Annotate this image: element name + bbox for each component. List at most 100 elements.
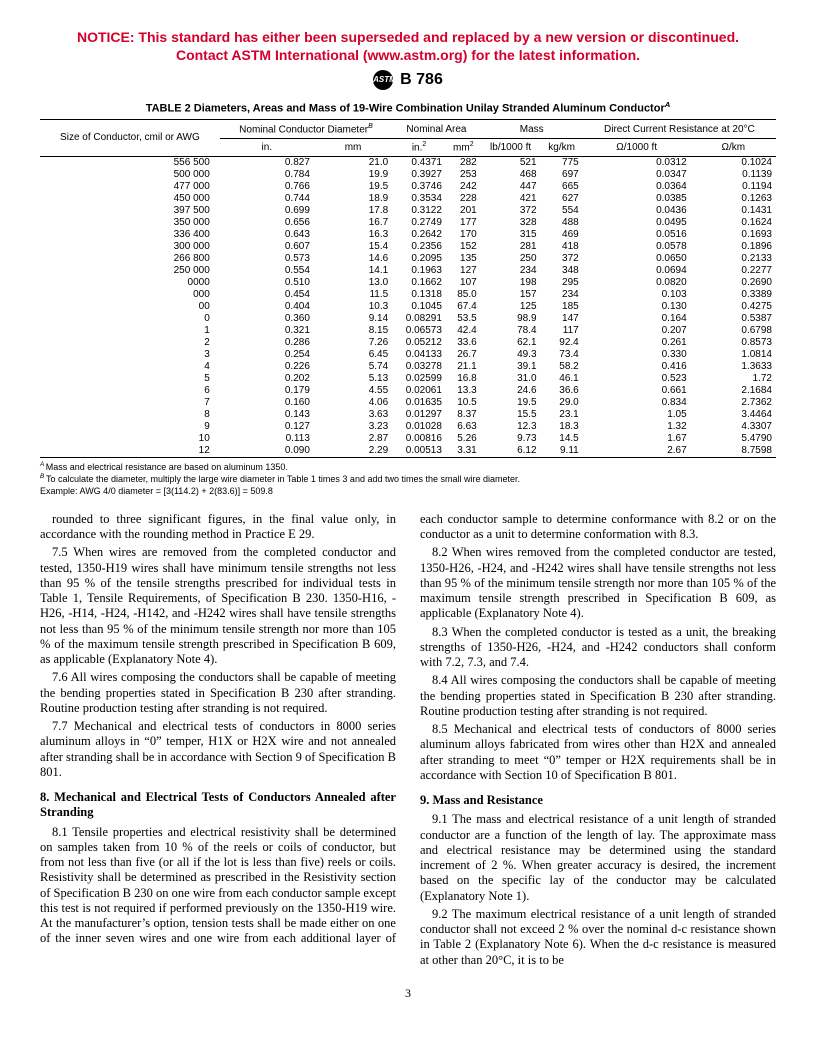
table-cell: 1.3633 <box>691 361 776 373</box>
table-row: 30.2546.450.0413326.749.373.40.3301.0814 <box>40 349 776 361</box>
table-cell: 0.2277 <box>691 265 776 277</box>
table-cell: 8 <box>40 409 220 421</box>
table-cell: 300 000 <box>40 241 220 253</box>
table-cell: 0.02061 <box>392 385 446 397</box>
table-cell: 14.1 <box>314 265 392 277</box>
table-cell: 0.827 <box>220 156 314 169</box>
table-cell: 315 <box>481 229 541 241</box>
col-size: Size of Conductor, cmil or AWG <box>40 120 220 157</box>
table-cell: 266 800 <box>40 253 220 265</box>
table-cell: 0.1139 <box>691 169 776 181</box>
table-cell: 253 <box>446 169 481 181</box>
footnote-b: To calculate the diameter, multiply the … <box>46 474 520 484</box>
table-cell: 0.0516 <box>583 229 691 241</box>
table-cell: 2 <box>40 337 220 349</box>
table-row: 50.2025.130.0259916.831.046.10.5231.72 <box>40 373 776 385</box>
table-cell: 0.202 <box>220 373 314 385</box>
para-7-7: 7.7 Mechanical and electrical tests of c… <box>40 719 396 780</box>
table-row: 556 5000.82721.00.43712825217750.03120.1… <box>40 156 776 169</box>
table-cell: 372 <box>541 253 583 265</box>
unit-header: in. <box>220 139 314 156</box>
table-row: 450 0000.74418.90.35342284216270.03850.1… <box>40 193 776 205</box>
table-cell: 0.321 <box>220 325 314 337</box>
table-cell: 1.0814 <box>691 349 776 361</box>
table-cell: 0.554 <box>220 265 314 277</box>
para-9-1: 9.1 The mass and electrical resistance o… <box>420 812 776 904</box>
table-row: 250 0000.55414.10.19631272343480.06940.2… <box>40 265 776 277</box>
table-cell: 1.67 <box>583 433 691 445</box>
table-cell: 0.164 <box>583 313 691 325</box>
table-cell: 39.1 <box>481 361 541 373</box>
table-cell: 350 000 <box>40 217 220 229</box>
table-cell: 0.3389 <box>691 289 776 301</box>
table-cell: 0.744 <box>220 193 314 205</box>
table-cell: 00 <box>40 301 220 313</box>
table-cell: 92.4 <box>541 337 583 349</box>
table-cell: 62.1 <box>481 337 541 349</box>
table-cell: 0.2356 <box>392 241 446 253</box>
table-cell: 250 000 <box>40 265 220 277</box>
table-row: 500 0000.78419.90.39272534686970.03470.1… <box>40 169 776 181</box>
table-cell: 0.2690 <box>691 277 776 289</box>
table-cell: 775 <box>541 156 583 169</box>
table-cell: 0.1431 <box>691 205 776 217</box>
table-cell: 0.0495 <box>583 217 691 229</box>
heading-9: 9. Mass and Resistance <box>420 793 776 808</box>
table-cell: 3.63 <box>314 409 392 421</box>
table-cell: 0.1045 <box>392 301 446 313</box>
table-row: 120.0902.290.005133.316.129.112.678.7598 <box>40 445 776 458</box>
table-cell: 23.1 <box>541 409 583 421</box>
table-row: 20.2867.260.0521233.662.192.40.2610.8573 <box>40 337 776 349</box>
table-cell: 18.9 <box>314 193 392 205</box>
col-area: Nominal Area <box>392 120 481 139</box>
table-cell: 9.14 <box>314 313 392 325</box>
table-cell: 447 <box>481 181 541 193</box>
table-cell: 7 <box>40 397 220 409</box>
table-cell: 0.2133 <box>691 253 776 265</box>
table-cell: 73.4 <box>541 349 583 361</box>
table-cell: 1.32 <box>583 421 691 433</box>
table-cell: 177 <box>446 217 481 229</box>
table-cell: 4 <box>40 361 220 373</box>
table-cell: 0.3927 <box>392 169 446 181</box>
table-cell: 234 <box>481 265 541 277</box>
table-cell: 2.87 <box>314 433 392 445</box>
table-cell: 0.1263 <box>691 193 776 205</box>
table-cell: 157 <box>481 289 541 301</box>
table-cell: 0.04133 <box>392 349 446 361</box>
table-cell: 000 <box>40 289 220 301</box>
table-row: 0000.45411.50.131885.01572340.1030.3389 <box>40 289 776 301</box>
table-cell: 0.416 <box>583 361 691 373</box>
unit-header: Ω/1000 ft <box>583 139 691 156</box>
table-cell: 49.3 <box>481 349 541 361</box>
table-cell: 8.15 <box>314 325 392 337</box>
table-cell: 78.4 <box>481 325 541 337</box>
table-cell: 24.6 <box>481 385 541 397</box>
table-footnotes: A Mass and electrical resistance are bas… <box>40 461 776 498</box>
unit-header: mm2 <box>446 139 481 156</box>
table-cell: 0.143 <box>220 409 314 421</box>
table-cell: 0000 <box>40 277 220 289</box>
table-cell: 0.1194 <box>691 181 776 193</box>
table-cell: 5.26 <box>446 433 481 445</box>
table-cell: 0.2749 <box>392 217 446 229</box>
table-cell: 0.06573 <box>392 325 446 337</box>
table-cell: 0.454 <box>220 289 314 301</box>
table-cell: 2.1684 <box>691 385 776 397</box>
table-cell: 201 <box>446 205 481 217</box>
table-cell: 295 <box>541 277 583 289</box>
table-cell: 627 <box>541 193 583 205</box>
table-cell: 10 <box>40 433 220 445</box>
table-cell: 242 <box>446 181 481 193</box>
table-cell: 665 <box>541 181 583 193</box>
table-cell: 0.0364 <box>583 181 691 193</box>
table-cell: 469 <box>541 229 583 241</box>
table-cell: 5 <box>40 373 220 385</box>
table-cell: 0.286 <box>220 337 314 349</box>
table-cell: 0.113 <box>220 433 314 445</box>
notice-line-1: NOTICE: This standard has either been su… <box>77 29 739 45</box>
table-row: 10.3218.150.0657342.478.41170.2070.6798 <box>40 325 776 337</box>
notice-line-2: Contact ASTM International (www.astm.org… <box>176 47 640 63</box>
table-cell: 0.643 <box>220 229 314 241</box>
table-cell: 11.5 <box>314 289 392 301</box>
